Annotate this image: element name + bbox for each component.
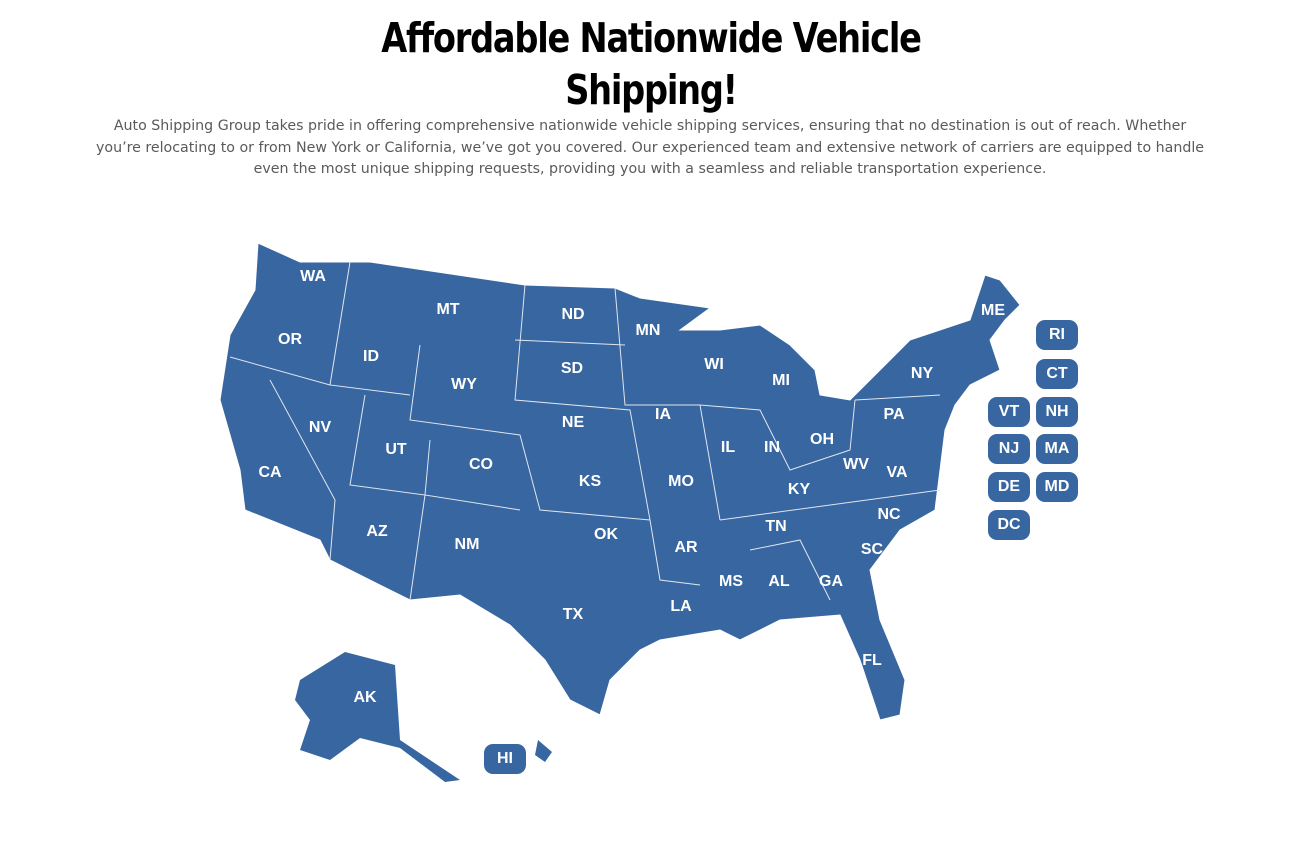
state-label-me[interactable]: ME [981,302,1005,319]
state-label-ar[interactable]: AR [674,539,698,556]
state-label-id[interactable]: ID [363,348,379,365]
state-label-wi[interactable]: WI [704,356,724,373]
state-label-mi[interactable]: MI [772,372,790,389]
state-label-mn[interactable]: MN [635,322,661,339]
state-label-pa[interactable]: PA [883,406,905,423]
state-label-al[interactable]: AL [768,573,790,590]
state-label-fl[interactable]: FL [862,652,882,669]
state-label-or[interactable]: OR [278,331,302,348]
state-label-ak[interactable]: AK [353,689,377,706]
state-label-ca[interactable]: CA [258,464,282,481]
state-label-ny[interactable]: NY [910,365,934,382]
state-label-ne[interactable]: NE [561,414,585,431]
state-label-mo[interactable]: MO [668,473,694,490]
state-label-ms[interactable]: MS [719,573,743,590]
page-title-line-2: Shipping! [565,66,738,114]
state-borders [229,261,941,601]
state-label-ks[interactable]: KS [578,473,602,490]
state-label-wy[interactable]: WY [451,376,477,393]
state-label-tx[interactable]: TX [562,606,584,623]
alaska-shape[interactable] [295,652,460,782]
state-label-in[interactable]: IN [764,439,780,456]
state-label-ok[interactable]: OK [594,526,618,543]
state-badge-md[interactable]: MD [1036,472,1078,502]
state-badge-vt[interactable]: VT [988,397,1030,427]
state-label-az[interactable]: AZ [366,523,388,540]
state-badge-de[interactable]: DE [988,472,1030,502]
state-label-ga[interactable]: GA [819,573,843,590]
state-label-nv[interactable]: NV [308,419,332,436]
state-badge-dc[interactable]: DC [988,510,1030,540]
state-label-sc[interactable]: SC [860,541,884,558]
state-label-mt[interactable]: MT [436,301,460,318]
state-label-il[interactable]: IL [720,439,736,456]
state-label-ut[interactable]: UT [385,441,407,458]
state-label-la[interactable]: LA [670,598,692,615]
lower-48-shape[interactable] [219,242,1021,721]
page-title-line-1: Affordable Nationwide Vehicle [381,14,922,62]
state-label-nd[interactable]: ND [561,306,585,323]
state-badge-ct[interactable]: CT [1036,359,1078,389]
page-title: Affordable Nationwide Vehicle Shipping! [117,12,1185,116]
state-badge-ri[interactable]: RI [1036,320,1078,350]
state-label-sd[interactable]: SD [560,360,584,377]
state-label-va[interactable]: VA [886,464,908,481]
state-label-nm[interactable]: NM [454,536,480,553]
state-badge-ma[interactable]: MA [1036,434,1078,464]
state-label-tn[interactable]: TN [765,518,787,535]
state-label-ky[interactable]: KY [787,481,811,498]
state-label-wv[interactable]: WV [843,456,869,473]
state-badge-hi[interactable]: HI [484,744,526,774]
state-label-co[interactable]: CO [469,456,493,473]
state-label-nc[interactable]: NC [877,506,901,523]
state-label-ia[interactable]: IA [655,406,671,423]
state-label-wa[interactable]: WA [300,268,326,285]
state-badge-nj[interactable]: NJ [988,434,1030,464]
state-badge-nh[interactable]: NH [1036,397,1078,427]
state-label-oh[interactable]: OH [810,431,834,448]
hawaii-island[interactable] [535,740,552,762]
page-description: Auto Shipping Group takes pride in offer… [96,118,1204,177]
